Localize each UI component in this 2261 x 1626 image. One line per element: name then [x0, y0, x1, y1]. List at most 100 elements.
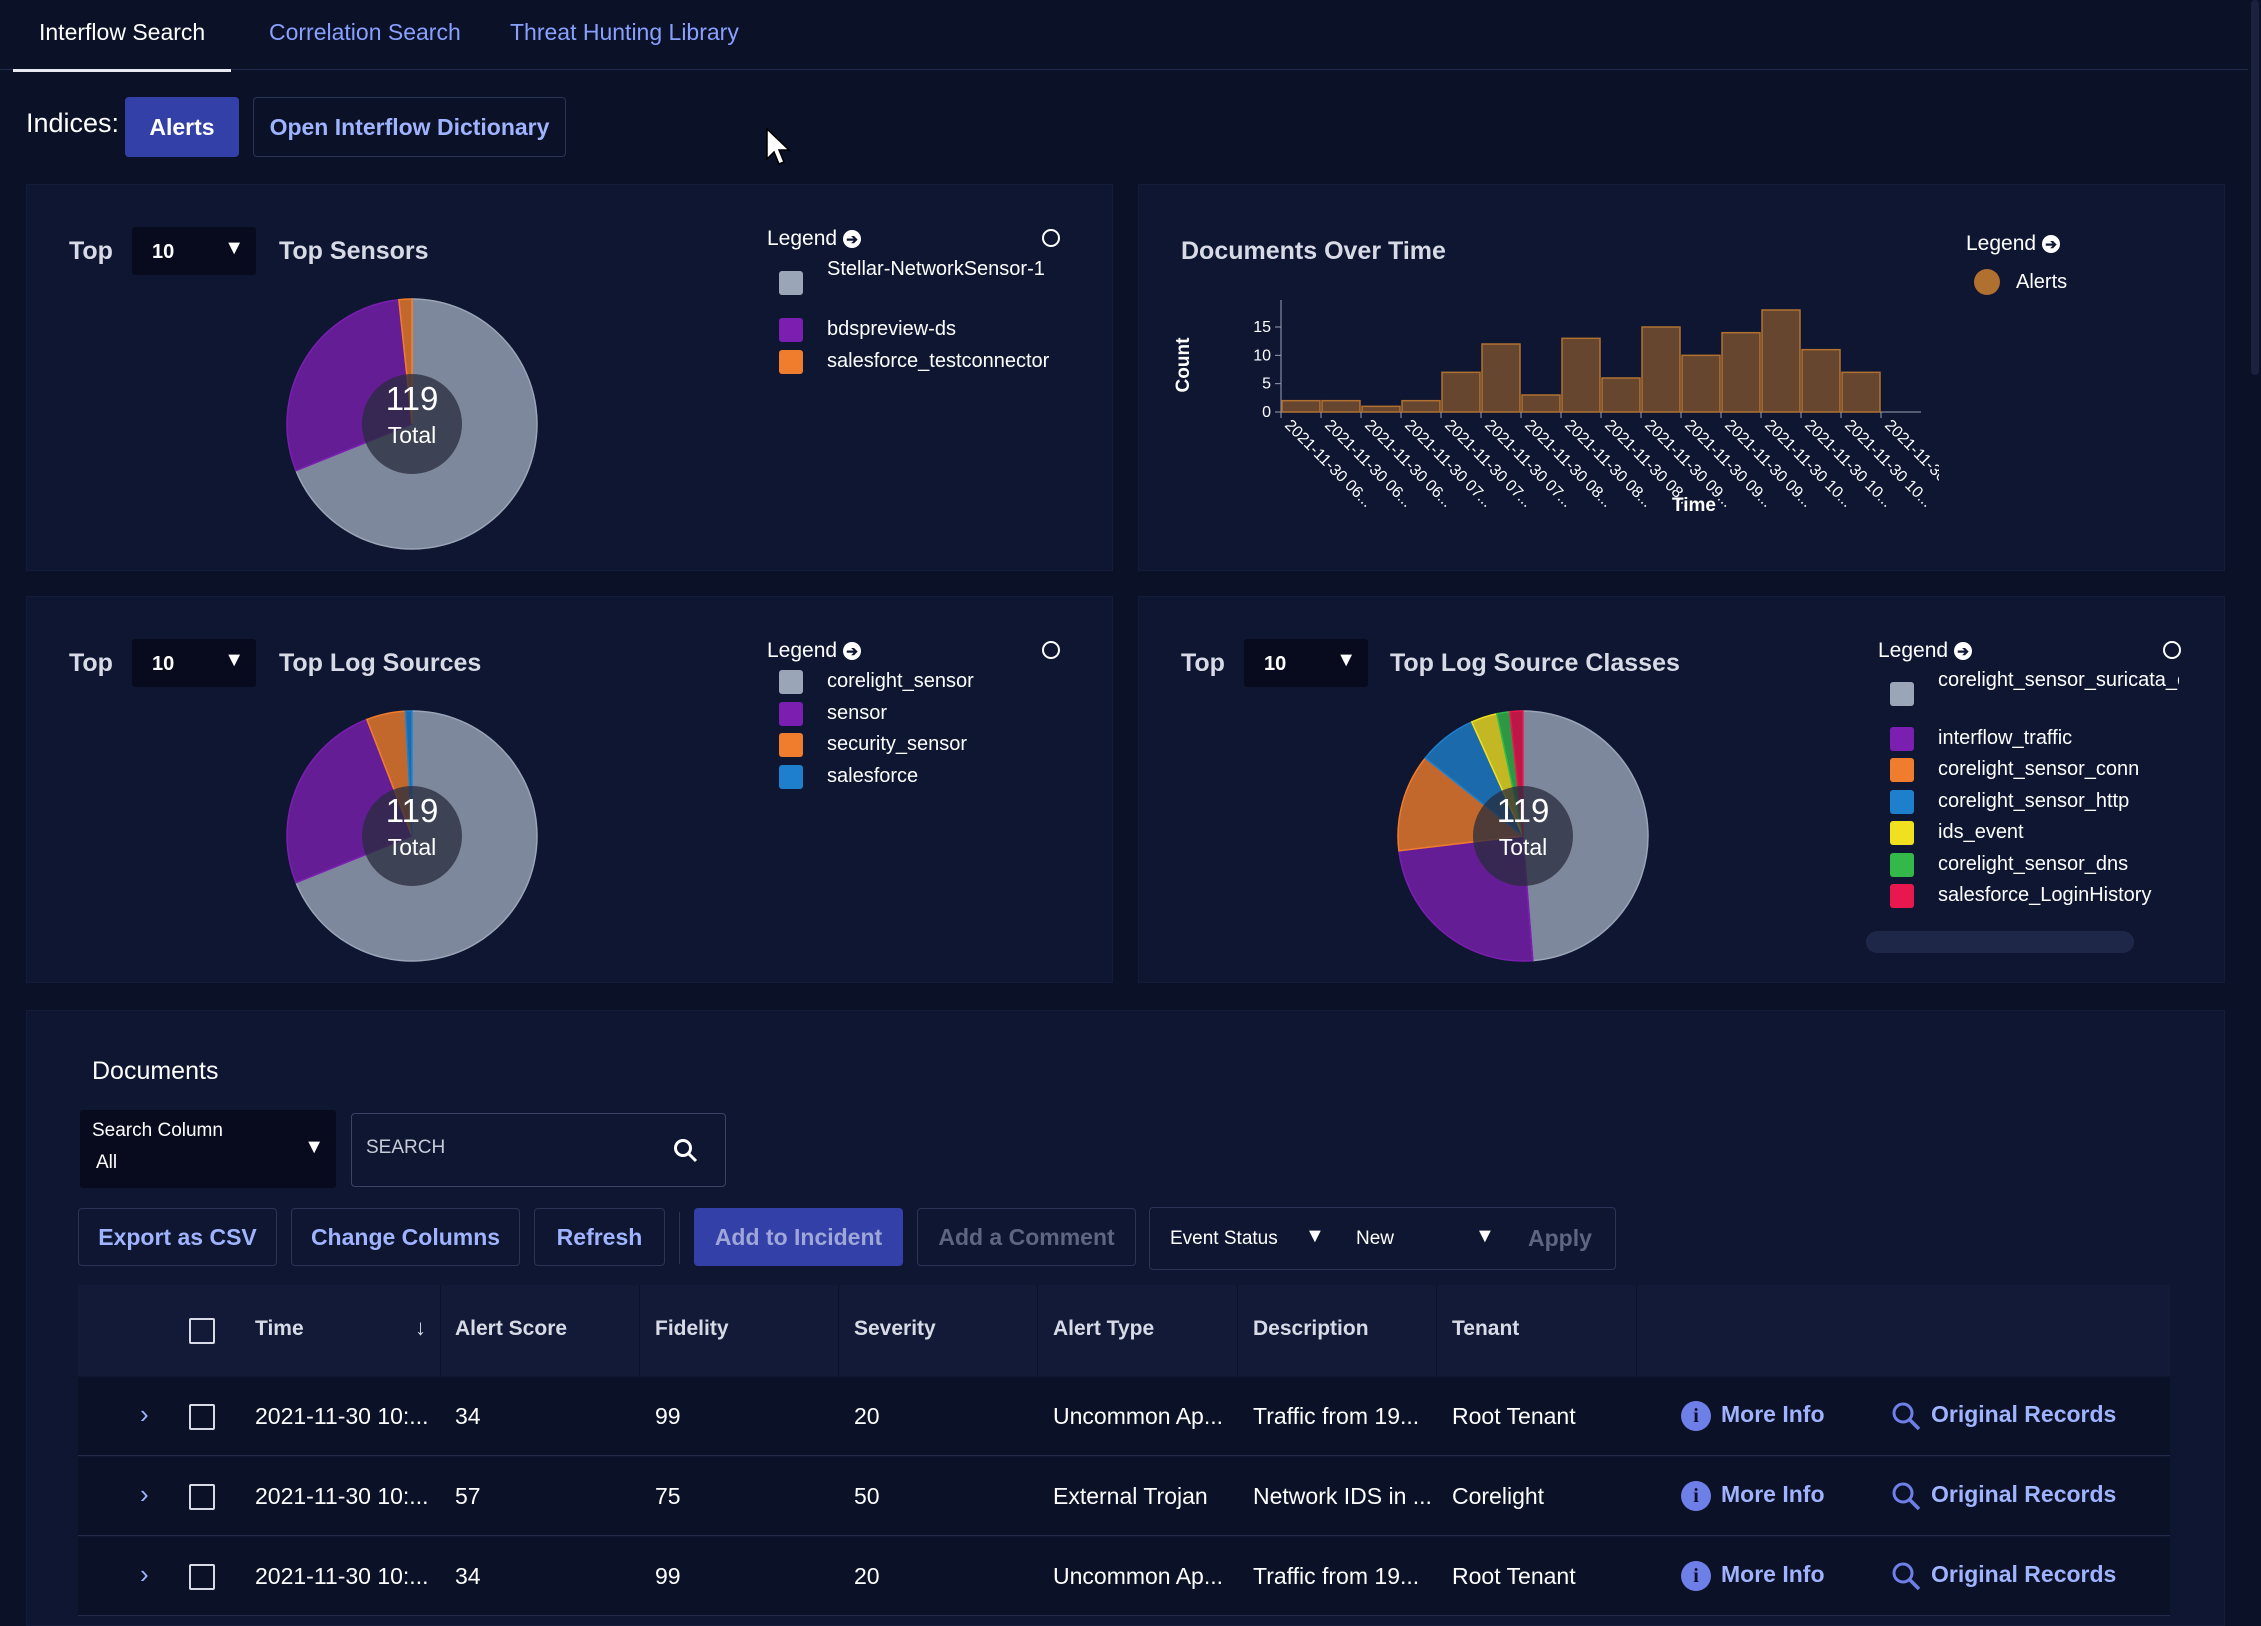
alerts-index-button[interactable]: Alerts [125, 97, 239, 157]
circle-toggle-icon[interactable] [1042, 229, 1060, 247]
page-scrollbar-thumb[interactable] [2251, 0, 2259, 375]
apply-button[interactable]: Apply [1528, 1225, 1592, 1251]
bar[interactable] [1841, 371, 1881, 413]
change-columns-button[interactable]: Change Columns [291, 1208, 520, 1266]
bar[interactable] [1281, 399, 1321, 413]
circle-toggle-icon[interactable] [2163, 641, 2181, 659]
tab-interflow-search[interactable]: Interflow Search [13, 0, 232, 72]
row-checkbox[interactable] [189, 1404, 215, 1430]
column-header-alert-score[interactable]: Alert Score [455, 1317, 568, 1340]
column-header-time[interactable]: Time [255, 1317, 304, 1340]
add-comment-button[interactable]: Add a Comment [917, 1208, 1136, 1266]
legend-toggle-icon[interactable]: ➔ [1954, 642, 1973, 661]
bar[interactable] [1761, 309, 1801, 413]
column-header-description[interactable]: Description [1253, 1317, 1369, 1340]
search-column-select[interactable]: Search Column All ▼ [80, 1110, 336, 1188]
legend-item-label[interactable]: bdspreview-ds [827, 318, 956, 340]
legend-item-label[interactable]: Alerts [2016, 271, 2068, 293]
original-records-link[interactable]: Original Records [1891, 1481, 2116, 1511]
more-info-link[interactable]: i More Info [1681, 1561, 1825, 1591]
legend-item-label[interactable]: corelight_sensor_dns [1938, 853, 2129, 875]
bar[interactable] [1721, 331, 1761, 413]
legend-toggle-icon[interactable]: ➔ [843, 230, 862, 249]
legend-swatch [779, 350, 803, 374]
info-icon: i [1681, 1401, 1711, 1431]
legend-item-label[interactable]: corelight_sensor [827, 670, 974, 692]
tab-threat-hunting-library[interactable]: Threat Hunting Library [510, 19, 739, 45]
row-checkbox[interactable] [189, 1564, 215, 1590]
original-records-link[interactable]: Original Records [1891, 1561, 2116, 1591]
sort-descending-icon[interactable]: ↓ [415, 1315, 426, 1340]
column-header-alert-type[interactable]: Alert Type [1053, 1317, 1155, 1340]
cell-alert-score: 34 [455, 1403, 481, 1429]
event-status-value-select[interactable]: New [1356, 1228, 1395, 1249]
chevron-down-icon[interactable]: ▼ [1305, 1225, 1325, 1247]
row-checkbox[interactable] [189, 1484, 215, 1510]
column-header-tenant[interactable]: Tenant [1452, 1317, 1520, 1340]
legend-item-label[interactable]: corelight_sensor_suricata_co [1938, 669, 2179, 691]
chevron-down-icon[interactable]: ▼ [1475, 1225, 1495, 1247]
circle-toggle-icon[interactable] [1042, 641, 1060, 659]
column-header-severity[interactable]: Severity [854, 1317, 936, 1340]
top-log-sources-pie[interactable] [277, 701, 547, 971]
export-csv-button[interactable]: Export as CSV [78, 1208, 277, 1266]
page-scrollbar[interactable] [2248, 0, 2261, 1624]
legend-horizontal-scrollbar[interactable] [1866, 931, 2134, 953]
bar[interactable] [1401, 399, 1441, 413]
top-count-select[interactable]: 10 ▼ [132, 227, 256, 275]
cell-tenant: Corelight [1452, 1483, 1545, 1509]
tab-correlation-search[interactable]: Correlation Search [269, 19, 461, 45]
legend-item-label[interactable]: interflow_traffic [1938, 727, 2073, 749]
expand-row-chevron-icon[interactable]: › [140, 1479, 149, 1509]
top-log-sources-panel: Top 10 ▼ Top Log Sources Legend ➔ coreligh… [26, 596, 1113, 983]
search-input[interactable] [364, 1136, 658, 1160]
pie-slice[interactable] [1522, 710, 1649, 962]
table-row[interactable]: › 2021-11-30 10:... 34 99 20 Uncommon Ap… [78, 1537, 2170, 1616]
legend-item-label[interactable]: salesforce [827, 765, 919, 787]
expand-row-chevron-icon[interactable]: › [140, 1399, 149, 1429]
add-to-incident-button[interactable]: Add to Incident [694, 1208, 903, 1266]
table-row[interactable]: › 2021-11-30 10:... 57 75 50 External Tr… [78, 1457, 2170, 1536]
top-sensors-pie[interactable] [277, 289, 547, 559]
refresh-button[interactable]: Refresh [534, 1208, 665, 1266]
bar[interactable] [1681, 354, 1721, 413]
search-field[interactable] [351, 1113, 726, 1187]
bar[interactable] [1361, 405, 1401, 413]
bar[interactable] [1441, 371, 1481, 413]
legend-item-label[interactable]: salesforce_testconnector [827, 350, 1050, 372]
original-records-link[interactable]: Original Records [1891, 1401, 2116, 1431]
bar[interactable] [1801, 348, 1841, 413]
bar[interactable] [1561, 337, 1601, 413]
legend-item-label[interactable]: security_sensor [827, 733, 968, 755]
legend-toggle-icon[interactable]: ➔ [2042, 235, 2061, 254]
more-info-link[interactable]: i More Info [1681, 1481, 1825, 1511]
legend-item-label[interactable]: corelight_sensor_conn [1938, 758, 2140, 780]
bar[interactable] [1481, 343, 1521, 413]
open-dictionary-button[interactable]: Open Interflow Dictionary [253, 97, 566, 157]
pie-center-hole [362, 374, 462, 474]
bar[interactable] [1521, 394, 1561, 413]
event-status-label[interactable]: Event Status [1170, 1228, 1278, 1249]
more-info-link[interactable]: i More Info [1681, 1401, 1825, 1431]
top-count-select[interactable]: 10 ▼ [1244, 639, 1368, 687]
column-header-fidelity[interactable]: Fidelity [655, 1317, 729, 1340]
top-count-select[interactable]: 10 ▼ [132, 639, 256, 687]
cell-severity: 20 [854, 1563, 880, 1589]
table-row[interactable]: › 2021-11-30 10:... 34 99 20 Uncommon Ap… [78, 1377, 2170, 1456]
bar[interactable] [1641, 326, 1681, 413]
legend-item-label[interactable]: sensor [827, 702, 888, 724]
cell-time: 2021-11-30 10:... [255, 1403, 429, 1429]
x-axis-label: Time [1672, 495, 1716, 516]
bar[interactable] [1321, 399, 1361, 413]
legend-item-label[interactable]: corelight_sensor_http [1938, 790, 2130, 812]
search-icon[interactable] [673, 1138, 699, 1164]
select-all-checkbox[interactable] [189, 1318, 215, 1344]
legend-item-label[interactable]: salesforce_LoginHistory [1938, 884, 2152, 906]
expand-row-chevron-icon[interactable]: › [140, 1559, 149, 1589]
top-log-source-classes-pie[interactable] [1388, 701, 1658, 971]
legend-item-label[interactable]: Stellar-NetworkSensor-1 [827, 258, 1045, 280]
bar[interactable] [1601, 377, 1641, 413]
legend-item-label[interactable]: ids_event [1938, 821, 2024, 843]
legend-toggle-icon[interactable]: ➔ [843, 642, 862, 661]
